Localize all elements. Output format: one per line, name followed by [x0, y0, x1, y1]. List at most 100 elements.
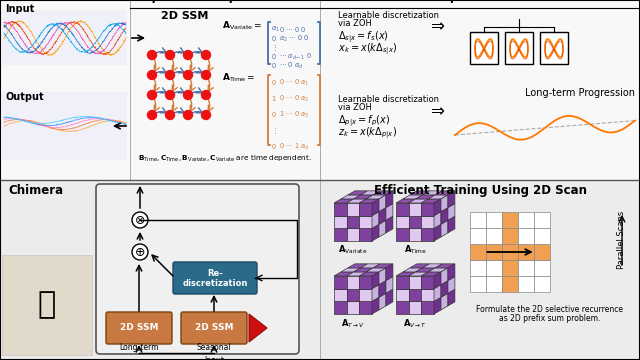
Bar: [518, 276, 534, 292]
Text: $\vdots$: $\vdots$: [271, 43, 276, 53]
Bar: [347, 301, 359, 314]
Polygon shape: [434, 199, 441, 216]
Polygon shape: [386, 264, 393, 280]
Text: Input: Input: [5, 4, 35, 14]
Bar: [421, 289, 434, 301]
Polygon shape: [415, 195, 435, 199]
FancyBboxPatch shape: [96, 184, 299, 354]
Polygon shape: [435, 264, 455, 268]
Text: $1\ \cdots\ 0\ a_3$: $1\ \cdots\ 0\ a_3$: [279, 110, 309, 120]
Text: Re-: Re-: [207, 269, 223, 278]
Text: $\alpha_2\ \cdots\ 0\ 0$: $\alpha_2\ \cdots\ 0\ 0$: [279, 34, 310, 44]
Text: Long-term: Long-term: [119, 343, 159, 352]
Text: Learnable discretization: Learnable discretization: [338, 95, 439, 104]
Text: $\Rightarrow$: $\Rightarrow$: [427, 16, 445, 34]
Text: Input: Input: [204, 356, 224, 360]
Circle shape: [147, 90, 157, 99]
Polygon shape: [372, 212, 379, 228]
Circle shape: [147, 111, 157, 120]
Text: Output: Output: [5, 92, 44, 102]
Polygon shape: [379, 220, 386, 237]
Bar: [470, 212, 486, 228]
Polygon shape: [409, 272, 428, 276]
Polygon shape: [421, 272, 441, 276]
Text: $\vdots$: $\vdots$: [271, 126, 276, 136]
Text: $0\ \cdots\ 1\ a_d$: $0\ \cdots\ 1\ a_d$: [279, 142, 310, 152]
Bar: [347, 216, 359, 228]
Text: $\Delta_{s|x} = f_s(x)$: $\Delta_{s|x} = f_s(x)$: [338, 29, 388, 45]
Bar: [347, 203, 359, 216]
Bar: [334, 276, 347, 289]
Bar: [0, 180, 640, 360]
Polygon shape: [386, 216, 393, 233]
Text: Learnable discretization: Learnable discretization: [338, 11, 439, 20]
FancyBboxPatch shape: [181, 312, 247, 344]
Bar: [505, 32, 533, 64]
Bar: [409, 216, 421, 228]
Polygon shape: [422, 191, 442, 195]
Circle shape: [202, 90, 211, 99]
Polygon shape: [428, 268, 448, 272]
Polygon shape: [410, 264, 429, 268]
Bar: [421, 203, 434, 216]
Text: $\mathbf{A}_{T\to V}$: $\mathbf{A}_{T\to V}$: [341, 317, 365, 329]
Polygon shape: [372, 297, 379, 314]
Text: $\mathbf{A}_\mathrm{Time}$: $\mathbf{A}_\mathrm{Time}$: [404, 244, 426, 256]
Text: $0\ \cdots\ 0\ 0$: $0\ \cdots\ 0\ 0$: [279, 25, 307, 34]
Circle shape: [184, 71, 193, 80]
Text: $0$: $0$: [271, 142, 276, 151]
Polygon shape: [372, 285, 379, 301]
Bar: [486, 244, 502, 260]
Polygon shape: [379, 195, 386, 212]
Bar: [518, 244, 534, 260]
Polygon shape: [379, 208, 386, 224]
Bar: [486, 212, 502, 228]
Polygon shape: [403, 195, 422, 199]
Circle shape: [184, 111, 193, 120]
Text: $x_k = x(k\Delta_{s|x})$: $x_k = x(k\Delta_{s|x})$: [338, 41, 397, 57]
Polygon shape: [434, 285, 441, 301]
Polygon shape: [441, 220, 448, 237]
Polygon shape: [379, 280, 386, 297]
Text: 2D SSM: 2D SSM: [161, 11, 209, 21]
Circle shape: [132, 244, 148, 260]
Circle shape: [166, 71, 175, 80]
Text: Efficient Training Using 2D Scan: Efficient Training Using 2D Scan: [374, 184, 586, 197]
Bar: [421, 301, 434, 314]
Text: $\otimes$: $\otimes$: [134, 213, 146, 226]
Text: Chimera: Chimera: [8, 184, 63, 197]
Bar: [409, 228, 421, 241]
Text: $\mathbf{A}_\mathrm{Variate} =$: $\mathbf{A}_\mathrm{Variate} =$: [222, 20, 262, 32]
Polygon shape: [341, 195, 360, 199]
Bar: [334, 301, 347, 314]
Polygon shape: [448, 264, 455, 280]
Text: $0$: $0$: [271, 52, 276, 61]
Text: $\mathbf{B}_\mathrm{Time}, \mathbf{C}_\mathrm{Time}, \mathbf{B}_\mathrm{Variate}: $\mathbf{B}_\mathrm{Time}, \mathbf{C}_\m…: [138, 154, 312, 164]
Circle shape: [202, 71, 211, 80]
Text: Seasonal: Seasonal: [196, 343, 231, 352]
Polygon shape: [372, 224, 379, 241]
Bar: [470, 228, 486, 244]
Polygon shape: [354, 195, 373, 199]
Text: $\alpha_1$: $\alpha_1$: [271, 25, 280, 34]
Bar: [518, 212, 534, 228]
Circle shape: [166, 50, 175, 59]
Bar: [359, 228, 372, 241]
Bar: [518, 260, 534, 276]
Bar: [0, 0, 640, 180]
Bar: [518, 228, 534, 244]
Polygon shape: [403, 268, 422, 272]
Polygon shape: [441, 208, 448, 224]
Bar: [396, 203, 409, 216]
Polygon shape: [434, 212, 441, 228]
Bar: [470, 260, 486, 276]
Bar: [409, 301, 421, 314]
Polygon shape: [347, 272, 366, 276]
Text: via ZOH: via ZOH: [338, 103, 372, 112]
Bar: [534, 228, 550, 244]
Bar: [347, 289, 359, 301]
Text: $\mathbf{A}_{V\to T}$: $\mathbf{A}_{V\to T}$: [403, 317, 427, 329]
Bar: [334, 216, 347, 228]
Text: Complex Patterns: Complex Patterns: [421, 0, 539, 3]
Bar: [486, 228, 502, 244]
